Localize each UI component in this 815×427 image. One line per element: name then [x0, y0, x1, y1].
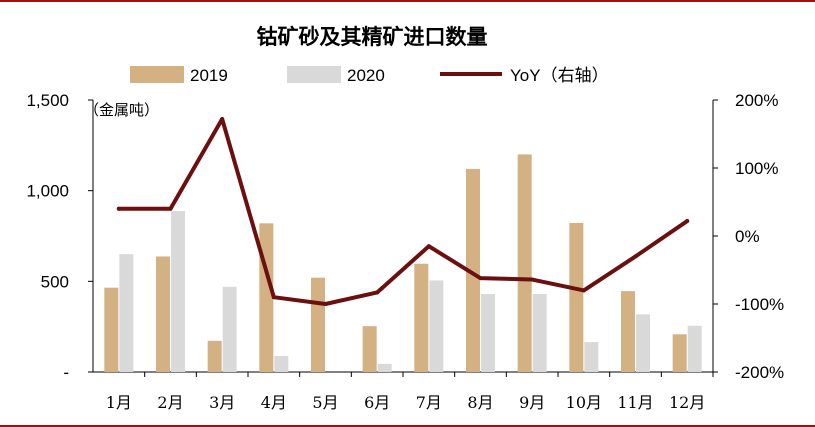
legend: 2019 2020 YoY（右轴）	[130, 66, 609, 85]
y-left-tick-label: 500	[41, 272, 69, 291]
yoy-point-10	[581, 288, 586, 293]
x-tick-label: 9月	[519, 393, 545, 412]
y-left-tick-label: -	[63, 363, 69, 382]
x-tick-label: 7月	[416, 393, 442, 412]
y-unit-label: （金属吨）	[84, 101, 159, 119]
bar-2020-11	[636, 314, 650, 372]
yoy-point-6	[375, 290, 380, 295]
bar-2019-1	[104, 287, 119, 372]
yoy-point-5	[323, 302, 328, 306]
bar-2019-2	[156, 256, 170, 372]
legend-swatch-2019	[130, 66, 184, 83]
y-right-tick-label: -200%	[735, 363, 784, 382]
x-tick-label: 8月	[467, 393, 493, 412]
bar-2020-4	[274, 356, 289, 372]
x-tick-label: 12月	[669, 393, 705, 412]
yoy-point-3	[220, 117, 225, 122]
yoy-point-8	[478, 276, 483, 281]
chart-title: 钴矿砂及其精矿进口数量	[257, 24, 488, 49]
bar-2020-7	[429, 280, 444, 372]
legend-swatch-2020	[287, 66, 341, 83]
frame-top-line	[0, 0, 815, 2]
frame-bottom-line	[0, 425, 815, 427]
yoy-point-12	[685, 219, 690, 224]
bar-2019-10	[569, 222, 584, 372]
yoy-point-11	[633, 254, 638, 259]
y-right-tick-label: 0%	[735, 227, 760, 246]
x-tick-label: 3月	[209, 393, 235, 412]
bar-2020-9	[532, 294, 547, 372]
y-right-tick-label: 100%	[735, 159, 778, 178]
y-right-tick-label: -100%	[735, 295, 784, 314]
bar-2019-9	[517, 154, 532, 372]
bar-2019-4	[259, 223, 274, 372]
bar-2019-7	[414, 263, 429, 372]
x-tick-label: 11月	[617, 393, 653, 412]
y-left-tick-label: 1,000	[26, 182, 69, 201]
bar-2020-10	[584, 342, 599, 372]
yoy-point-9	[530, 277, 535, 282]
yoy-point-4	[271, 295, 276, 300]
x-tick-label: 5月	[312, 393, 338, 412]
x-tick-label: 10月	[566, 393, 602, 412]
yoy-point-2	[168, 206, 173, 211]
x-tick-label: 4月	[261, 393, 287, 412]
bar-2019-6	[362, 326, 377, 372]
yoy-line	[116, 117, 690, 306]
bar-2020-6	[377, 363, 392, 372]
bar-2019-3	[207, 340, 222, 372]
legend-label-yoy: YoY（右轴）	[510, 66, 609, 85]
x-tick-label: 6月	[364, 393, 390, 412]
x-tick-label: 1月	[106, 393, 132, 412]
y-left-tick-label: 1,500	[26, 91, 69, 110]
bar-2020-1	[119, 254, 134, 372]
x-tick-label: 2月	[157, 393, 183, 412]
bar-2019-8	[466, 168, 480, 372]
legend-label-2020: 2020	[347, 66, 385, 85]
plot-area: - 500 1,000 1,500 -200% -100% 0% 100% 200% 1月 2月 3月…	[26, 91, 784, 412]
bar-2019-11	[621, 291, 635, 372]
bar-2020-3	[222, 286, 237, 372]
bar-2020-8	[481, 294, 495, 372]
legend-label-2019: 2019	[190, 66, 228, 85]
yoy-point-1	[116, 206, 121, 211]
yoy-point-7	[426, 244, 431, 249]
bar-2020-2	[171, 210, 185, 372]
y-right-tick-label: 200%	[735, 91, 778, 110]
bar-2019-5	[311, 277, 325, 372]
bar-2020-12	[687, 325, 702, 372]
bar-2019-12	[672, 334, 687, 372]
